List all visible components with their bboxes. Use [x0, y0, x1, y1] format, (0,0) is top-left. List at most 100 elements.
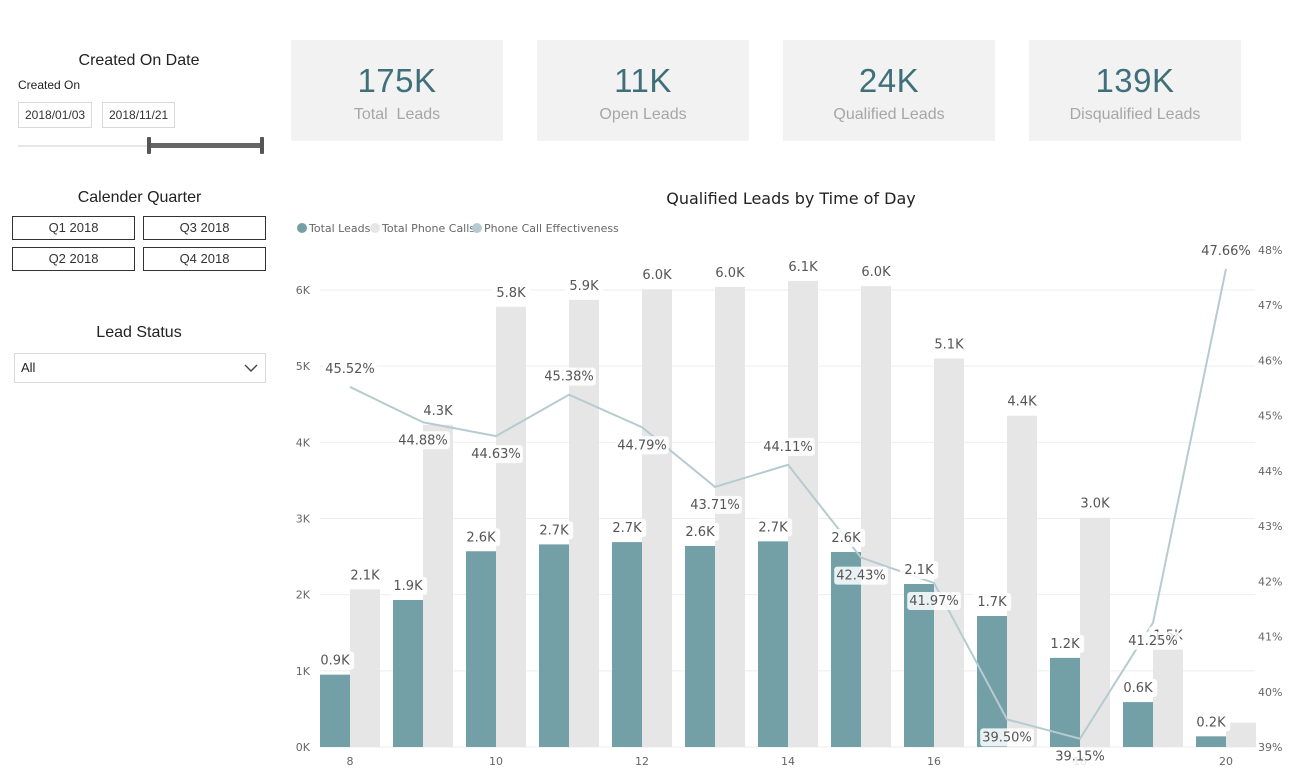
kpi-label: Open Leads — [599, 106, 687, 123]
phone-calls-data-label-bg — [1075, 494, 1115, 513]
effectiveness-data-label: 43.71% — [690, 498, 740, 513]
total-leads-data-label-bg — [607, 519, 647, 538]
x-axis-tick: 12 — [635, 755, 649, 768]
effectiveness-data-label: 42.43% — [836, 569, 886, 584]
total-leads-data-label: 0.9K — [320, 654, 350, 669]
total-leads-bar — [466, 551, 496, 747]
quarter-slicer-title: Calender Quarter — [77, 189, 202, 206]
kpi-card-disqualified-leads: 139K Disqualified Leads — [1029, 40, 1241, 141]
effectiveness-data-label-bg — [396, 431, 450, 450]
phone-calls-data-label: 5.9K — [569, 279, 599, 294]
date-slicer-title: Created On Date — [78, 52, 200, 69]
y-axis-right-tick: 45% — [1258, 410, 1282, 423]
phone-calls-data-label: 6.1K — [788, 260, 818, 275]
total-leads-data-label-bg — [1118, 679, 1158, 698]
phone-calls-bar — [423, 424, 453, 747]
effectiveness-data-label-bg — [761, 437, 815, 456]
phone-calls-data-label-bg — [929, 335, 969, 354]
effectiveness-data-label-bg — [615, 436, 669, 455]
total-leads-bar — [612, 542, 642, 747]
quarter-q2-2018-button[interactable]: Q2 2018 — [12, 247, 135, 271]
phone-calls-bar — [350, 589, 380, 747]
effectiveness-data-label-bg — [1126, 631, 1180, 650]
effectiveness-data-label: 45.38% — [544, 370, 594, 385]
date-slider-track[interactable] — [18, 145, 262, 147]
phone-calls-bar — [788, 280, 818, 747]
date-slider-end-handle[interactable] — [260, 137, 264, 154]
total-leads-data-label: 1.2K — [1050, 637, 1080, 652]
effectiveness-data-label-bg — [542, 367, 596, 386]
legend-label: Total Phone Calls — [381, 222, 475, 235]
phone-calls-bar — [569, 299, 599, 747]
effectiveness-data-label: 44.63% — [471, 447, 521, 462]
effectiveness-data-label: 41.97% — [909, 594, 959, 609]
qualified-leads-chart[interactable]: Qualified Leads by Time of Day Total Lead… — [280, 180, 1310, 774]
phone-calls-data-label-bg — [491, 283, 531, 302]
quarter-q3-2018-button[interactable]: Q3 2018 — [143, 216, 266, 240]
total-leads-data-label: 0.2K — [1196, 715, 1226, 730]
effectiveness-data-label-bg — [980, 728, 1034, 747]
date-slider-range — [149, 143, 262, 148]
kpi-value: 139K — [1095, 62, 1175, 99]
total-leads-data-label-bg — [972, 592, 1012, 611]
total-leads-data-label: 2.6K — [831, 531, 861, 546]
phone-calls-data-label: 2.1K — [350, 568, 380, 583]
effectiveness-data-label-bg — [834, 566, 888, 585]
total-leads-bar — [1123, 702, 1153, 747]
kpi-value: 24K — [858, 62, 920, 99]
x-axis-tick: 14 — [781, 755, 795, 768]
quarter-q1-2018-button[interactable]: Q1 2018 — [12, 216, 135, 240]
total-leads-bar — [320, 674, 350, 747]
effectiveness-data-label: 39.15% — [1055, 750, 1105, 765]
kpi-label: Qualified Leads — [833, 106, 945, 123]
phone-calls-data-label: 5.8K — [496, 286, 526, 301]
kpi-label: Total Leads — [353, 106, 441, 123]
end-date-input[interactable]: 2018/11/21 — [102, 102, 176, 128]
phone-calls-bar — [1080, 517, 1110, 747]
lead-status-dropdown[interactable]: All — [14, 353, 266, 383]
total-leads-data-label: 1.9K — [393, 579, 423, 594]
total-leads-bar — [904, 584, 934, 747]
total-leads-bar — [758, 541, 788, 747]
y-axis-right-tick: 39% — [1258, 741, 1282, 754]
total-leads-data-label: 2.7K — [539, 523, 569, 538]
total-leads-data-label-bg — [899, 561, 939, 580]
legend-marker — [370, 223, 380, 233]
total-leads-data-label-bg — [534, 521, 574, 540]
total-leads-data-label: 2.6K — [466, 530, 496, 545]
quarter-q4-2018-button[interactable]: Q4 2018 — [143, 247, 266, 271]
x-axis-tick: 20 — [1219, 755, 1233, 768]
start-date-input[interactable]: 2018/01/03 — [18, 102, 93, 128]
phone-calls-bar — [715, 286, 745, 747]
legend-label: Phone Call Effectiveness — [484, 222, 619, 235]
total-leads-data-label: 2.1K — [904, 563, 934, 578]
effectiveness-data-label: 41.25% — [1128, 634, 1178, 649]
phone-calls-data-label-bg — [637, 266, 677, 285]
kpi-card-open-leads: 11K Open Leads — [537, 40, 749, 141]
y-axis-left-tick: 2K — [296, 589, 311, 602]
kpi-value: 175K — [357, 62, 437, 99]
y-axis-right-tick: 43% — [1258, 520, 1282, 533]
phone-calls-bar — [1007, 415, 1037, 747]
phone-calls-data-label: 4.4K — [1007, 395, 1037, 410]
phone-calls-data-label: 6.0K — [861, 265, 891, 280]
y-axis-left-tick: 3K — [296, 513, 311, 526]
phone-calls-bar — [642, 289, 672, 747]
phone-calls-data-label-bg — [345, 566, 385, 585]
effectiveness-line — [349, 268, 1227, 740]
phone-calls-bar — [496, 306, 526, 747]
y-axis-left-tick: 5K — [296, 360, 311, 373]
date-slider-start-handle[interactable] — [147, 137, 151, 154]
chevron-down-icon — [244, 364, 258, 372]
y-axis-right-tick: 47% — [1258, 299, 1282, 312]
total-leads-data-label: 1.7K — [977, 595, 1007, 610]
total-leads-data-label-bg — [680, 522, 720, 541]
effectiveness-data-label-bg — [1199, 241, 1253, 260]
phone-calls-data-label-bg — [710, 263, 750, 282]
total-leads-data-label: 2.6K — [685, 525, 715, 540]
effectiveness-data-label: 45.52% — [325, 362, 375, 377]
kpi-card-qualified-leads: 24K Qualified Leads — [783, 40, 995, 141]
y-axis-left-tick: 4K — [296, 436, 311, 449]
x-axis-tick: 16 — [927, 755, 941, 768]
total-leads-data-label-bg — [826, 529, 866, 548]
